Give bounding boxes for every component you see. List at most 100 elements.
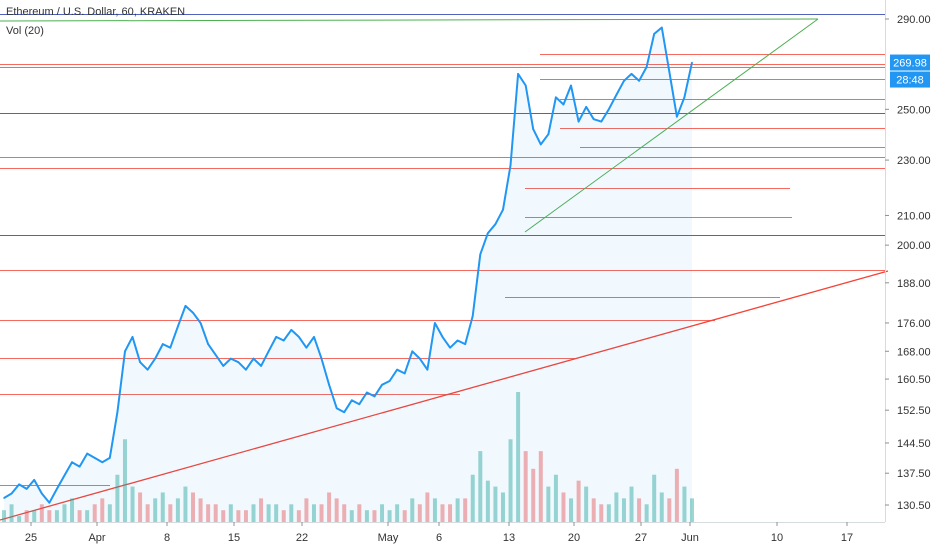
volume-bar-87 xyxy=(659,492,664,522)
price-point-17 xyxy=(131,336,134,338)
volume-bar-52 xyxy=(395,504,400,522)
price-point-12 xyxy=(93,457,96,459)
volume-bar-49 xyxy=(372,510,377,522)
volume-bar-2 xyxy=(17,516,22,522)
y-tick-label-7: 188.00 xyxy=(897,278,931,290)
volume-bar-57 xyxy=(432,498,437,522)
price-point-60 xyxy=(456,339,459,342)
price-line xyxy=(3,26,693,504)
last-price-badge xyxy=(890,54,930,71)
price-area-fill xyxy=(4,27,692,522)
price-point-38 xyxy=(290,329,293,331)
price-point-0 xyxy=(3,497,5,499)
volume-bar-16 xyxy=(122,439,127,522)
volume-bar-85 xyxy=(644,504,649,522)
price-point-62 xyxy=(471,315,474,317)
volume-bar-55 xyxy=(417,504,422,522)
price-point-91 xyxy=(691,61,693,64)
y-tick-label-10: 230.00 xyxy=(897,155,931,167)
volume-bar-37 xyxy=(281,510,286,522)
volume-bar-18 xyxy=(138,492,143,522)
x-tick-label-6: 6 xyxy=(436,532,442,544)
price-point-81 xyxy=(615,94,618,96)
price-badges: 269.98 28:48 xyxy=(890,54,930,88)
price-point-78 xyxy=(592,118,595,120)
price-area xyxy=(4,27,692,522)
price-point-24 xyxy=(184,305,187,307)
volume-bar-26 xyxy=(198,498,203,522)
y-tick-label-8: 200.00 xyxy=(897,240,931,252)
price-point-69 xyxy=(524,84,527,87)
price-point-11 xyxy=(86,452,88,455)
x-tick-label-5: May xyxy=(378,532,399,544)
volume-bar-34 xyxy=(259,498,264,522)
price-point-71 xyxy=(540,143,542,146)
volume-bar-32 xyxy=(243,510,248,522)
volume-bar-61 xyxy=(463,498,468,522)
y-tick-label-3: 152.50 xyxy=(897,405,931,417)
volume-bar-91 xyxy=(690,498,694,522)
y-axis[interactable]: 130.50 137.50 144.50 152.50 160.50 168.00 176.… xyxy=(885,14,931,512)
price-point-53 xyxy=(403,372,406,375)
price-point-1 xyxy=(10,492,13,495)
price-point-44 xyxy=(335,407,338,410)
price-point-45 xyxy=(343,411,346,414)
volume-bar-83 xyxy=(629,486,634,522)
price-point-75 xyxy=(570,84,572,87)
volume-bar-5 xyxy=(39,504,44,522)
volume-bar-19 xyxy=(145,504,150,522)
volume-bar-44 xyxy=(334,498,339,522)
price-point-73 xyxy=(555,96,557,99)
volume-bar-78 xyxy=(591,498,596,522)
price-point-82 xyxy=(623,80,625,82)
price-point-52 xyxy=(396,368,398,371)
price-point-10 xyxy=(78,465,81,468)
volume-bar-89 xyxy=(674,468,679,522)
volume-bar-8 xyxy=(62,504,67,522)
volume-bar-82 xyxy=(621,498,626,522)
volume-bar-62 xyxy=(470,474,475,522)
chart-title: Ethereum / U.S. Dollar, 60, KRAKEN xyxy=(6,6,186,18)
volume-bar-28 xyxy=(213,504,218,522)
volume-bar-64 xyxy=(485,480,490,522)
volume-bar-73 xyxy=(553,474,558,522)
volume-bar-38 xyxy=(289,504,294,522)
price-point-56 xyxy=(426,368,429,371)
price-point-5 xyxy=(41,492,43,495)
price-point-41 xyxy=(313,336,315,338)
price-point-19 xyxy=(146,368,149,371)
price-point-39 xyxy=(298,336,300,338)
volume-bar-54 xyxy=(410,498,415,522)
volume-bar-35 xyxy=(266,504,271,522)
volume-bar-20 xyxy=(153,498,158,522)
x-tick-label-8: 20 xyxy=(568,532,580,544)
price-point-30 xyxy=(230,357,232,360)
volume-bars xyxy=(2,392,694,522)
price-point-49 xyxy=(373,395,376,398)
price-point-77 xyxy=(585,106,587,108)
last-price-label: 269.98 xyxy=(893,58,927,70)
price-point-88 xyxy=(668,70,671,73)
price-point-13 xyxy=(101,461,104,464)
price-point-64 xyxy=(487,232,489,234)
price-series xyxy=(3,26,693,504)
x-axis[interactable]: 25 Apr 8 15 22 May 6 13 20 27 Jun 10 17 xyxy=(25,522,853,544)
price-point-84 xyxy=(638,80,640,82)
price-point-43 xyxy=(328,384,330,386)
volume-bar-33 xyxy=(251,504,256,522)
price-point-20 xyxy=(154,357,156,360)
volume-bar-29 xyxy=(221,510,226,522)
price-point-4 xyxy=(33,479,35,481)
price-point-66 xyxy=(502,208,504,211)
volume-bar-88 xyxy=(667,498,672,522)
y-tick-label-5: 168.00 xyxy=(897,346,931,358)
volume-bar-27 xyxy=(206,504,211,522)
price-point-50 xyxy=(381,384,383,386)
price-point-63 xyxy=(479,253,482,256)
volume-bar-86 xyxy=(652,474,657,522)
price-point-89 xyxy=(676,115,678,118)
volume-bar-69 xyxy=(523,451,528,522)
volume-bar-51 xyxy=(387,510,392,522)
volume-bar-40 xyxy=(304,498,309,522)
